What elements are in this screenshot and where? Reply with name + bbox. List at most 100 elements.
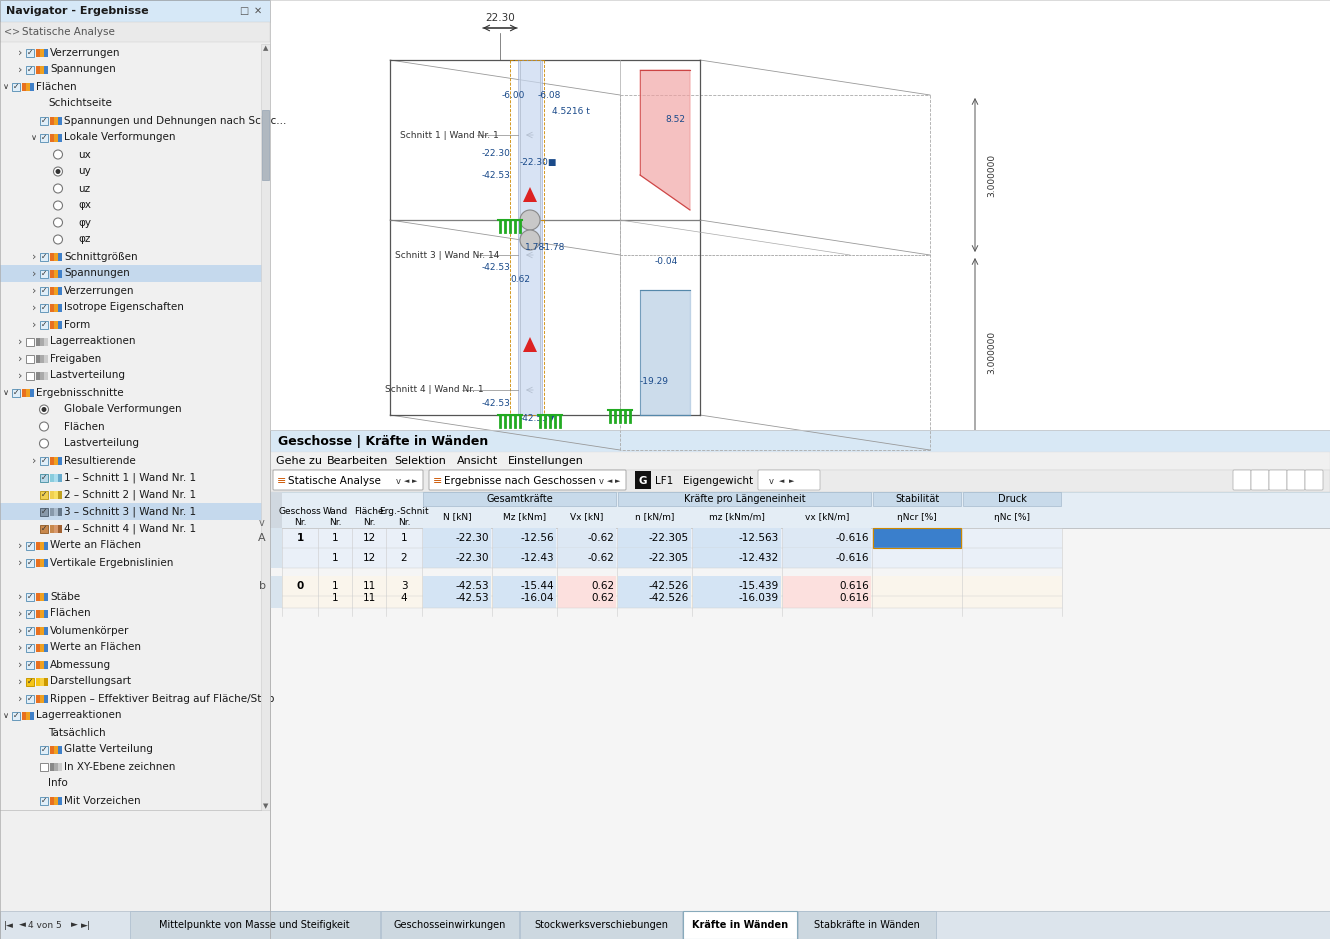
Text: -22.305: -22.305 [649,533,689,543]
Text: Spannungen und Dehnungen nach Schic...: Spannungen und Dehnungen nach Schic... [64,115,286,126]
Bar [270,548,282,568]
Text: -15.439: -15.439 [738,581,779,591]
Text: φz: φz [78,235,90,244]
Text: ✓: ✓ [41,116,47,125]
Text: Gesamtkräfte: Gesamtkräfte [487,494,553,504]
Bar [44,678,48,685]
Bar [36,337,40,346]
Text: Flächen: Flächen [64,422,105,432]
Text: ✓: ✓ [27,626,33,635]
Text: ›: › [17,541,23,550]
Text: 3 – Schnitt 3 | Wand Nr. 1: 3 – Schnitt 3 | Wand Nr. 1 [64,506,196,516]
Bar [40,678,44,685]
Bar [27,695,35,702]
Text: -22.30: -22.30 [481,148,511,158]
FancyBboxPatch shape [758,470,821,490]
Text: 0: 0 [297,581,303,591]
Text: ηNcr [%]: ηNcr [%] [898,513,936,521]
Bar [559,548,616,568]
Circle shape [53,201,63,210]
Bar [36,66,40,73]
Bar [55,796,59,805]
Bar [618,548,692,568]
Text: Schnitt 1 | Wand Nr. 1: Schnitt 1 | Wand Nr. 1 [400,131,499,140]
Bar [40,320,48,329]
Bar [270,470,1330,492]
Bar [55,116,59,125]
Bar [27,542,35,549]
Bar [618,588,692,608]
Text: Schnitt 4 | Wand Nr. 1: Schnitt 4 | Wand Nr. 1 [384,386,484,394]
Text: Flächen: Flächen [36,82,77,91]
Bar [55,746,59,753]
Bar [40,253,48,260]
Bar [55,473,59,482]
Bar [0,503,262,520]
Bar [40,337,44,346]
Text: Resultierende: Resultierende [64,455,136,466]
Text: Vertikale Ergebnislinien: Vertikale Ergebnislinien [51,558,173,567]
Text: -16.04: -16.04 [520,593,555,603]
Bar [27,355,35,362]
Bar [282,576,1061,596]
Text: -6.00: -6.00 [501,90,525,100]
Text: ◄: ◄ [606,478,612,484]
Text: Geschoss
Nr.: Geschoss Nr. [278,507,322,527]
Text: ✓: ✓ [41,490,47,499]
Circle shape [53,235,63,244]
Bar [872,528,962,548]
Bar [40,609,44,618]
Bar [59,762,63,771]
Text: |◄: |◄ [4,920,13,930]
Bar [0,911,1330,939]
Bar [36,542,40,549]
Text: 8.52: 8.52 [665,115,685,125]
Bar [44,609,48,618]
Bar [693,548,781,568]
Text: Lastverteilung: Lastverteilung [51,371,125,380]
Text: Globale Verformungen: Globale Verformungen [64,405,182,414]
Text: In XY-Ebene zeichnen: In XY-Ebene zeichnen [64,762,176,772]
FancyBboxPatch shape [1252,470,1269,490]
Text: ✓: ✓ [27,609,33,618]
Circle shape [53,150,63,159]
Text: Stabilität: Stabilität [895,494,939,504]
Bar [270,492,1330,528]
Text: Erg.-Schnit
Nr.: Erg.-Schnit Nr. [379,507,428,527]
Bar [59,320,63,329]
Text: ✓: ✓ [13,711,19,720]
Bar [783,576,871,596]
Text: ✓: ✓ [13,388,19,397]
Text: 0.62: 0.62 [591,593,614,603]
Bar [270,0,1330,430]
Text: ›: › [32,302,36,313]
Text: ›: › [17,336,23,346]
Bar [40,116,48,125]
Text: <: < [4,27,12,37]
Text: -42.526: -42.526 [649,581,689,591]
Text: ›: › [32,455,36,466]
Bar [40,559,44,566]
FancyBboxPatch shape [273,470,423,490]
Text: n [kN/m]: n [kN/m] [634,513,674,521]
Bar [559,576,616,596]
Bar [520,911,682,939]
Text: mz [kNm/m]: mz [kNm/m] [709,513,765,521]
Bar [44,559,48,566]
Text: ›: › [17,608,23,619]
Text: -22.30■: -22.30■ [520,158,557,166]
Text: Lagerreaktionen: Lagerreaktionen [36,711,121,720]
Bar [618,492,871,506]
Bar [36,355,40,362]
Text: 1.78: 1.78 [525,243,545,253]
Text: ✓: ✓ [41,473,47,482]
Text: Stockwerksverschiebungen: Stockwerksverschiebungen [535,920,668,930]
Bar [27,372,35,379]
Text: 0.62: 0.62 [591,581,614,591]
Text: Bearbeiten: Bearbeiten [327,456,388,466]
Bar [40,626,44,635]
Bar [0,919,270,939]
Text: >: > [12,27,20,37]
Bar [31,712,35,719]
Text: -0.616: -0.616 [835,553,868,563]
